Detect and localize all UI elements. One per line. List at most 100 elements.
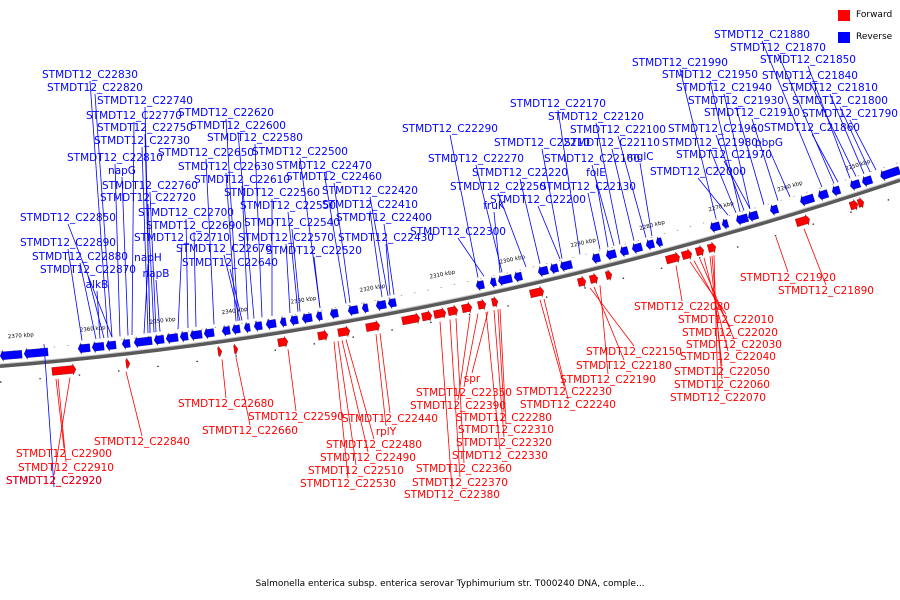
gene-label[interactable]: STMDT12_C22160 [544,153,640,165]
gene-forward[interactable] [51,363,77,378]
gene-label[interactable]: STMDT12_C22610 [194,174,290,186]
gene-reverse[interactable] [747,209,760,223]
gene-forward[interactable] [217,346,223,358]
gene-label[interactable]: STMDT12_C22000 [650,166,746,178]
gene-label[interactable]: STMDT12_C21800 [792,95,888,107]
gene-reverse[interactable] [105,339,117,352]
gene-label[interactable]: STMDT12_C22310 [458,424,554,436]
gene-reverse[interactable] [0,349,23,362]
gene-label[interactable]: STMDT12_C22810 [67,152,163,164]
gene-label[interactable]: napB [143,268,170,280]
gene-reverse[interactable] [849,178,862,192]
gene-forward[interactable] [477,298,487,311]
gene-label[interactable]: STMDT12_C22350 [416,387,512,399]
gene-reverse[interactable] [253,320,263,332]
gene-reverse[interactable] [91,341,105,353]
gene-reverse[interactable] [830,184,842,197]
gene-reverse[interactable] [475,279,485,292]
gene-label[interactable]: STMDT12_C22650 [158,147,254,159]
gene-label[interactable]: STMDT12_C22840 [94,436,190,448]
gene-forward[interactable] [706,241,718,254]
gene-label[interactable]: STMDT12_C22040 [680,351,776,363]
gene-label[interactable]: STMDT12_C22480 [326,439,422,451]
gene-forward[interactable] [589,272,599,285]
gene-label[interactable]: STMDT12_C22750 [97,122,193,134]
gene-label[interactable]: STMDT12_C22600 [190,120,286,132]
gene-label[interactable]: STMDT12_C22590 [248,411,344,423]
gene-label[interactable]: STMDT12_C22710 [134,232,230,244]
gene-reverse[interactable] [179,330,189,343]
gene-label[interactable]: STMDT12_C22360 [416,463,512,475]
gene-reverse[interactable] [265,318,277,331]
gene-reverse[interactable] [591,252,601,265]
gene-label[interactable]: STMDT12_C22910 [18,462,114,474]
gene-label[interactable]: STMDT12_C22660 [202,425,298,437]
gene-label[interactable]: rplY [376,426,397,438]
gene-label[interactable]: STMDT12_C22490 [320,452,416,464]
gene-reverse[interactable] [489,276,497,288]
gene-label[interactable]: STMDT12_C22050 [674,366,770,378]
gene-label[interactable]: STMDT12_C22570 [238,232,334,244]
gene-forward[interactable] [529,285,545,299]
gene-reverse[interactable] [375,299,387,312]
gene-label[interactable]: STMDT12_C21950 [662,69,758,81]
gene-reverse[interactable] [721,218,730,230]
gene-label[interactable]: STMDT12_C21870 [730,42,826,54]
gene-label[interactable]: STMDT12_C21790 [802,108,898,120]
gene-label[interactable]: STMDT12_C22680 [178,398,274,410]
gene-label[interactable]: STMDT12_C22030 [686,339,782,351]
gene-forward[interactable] [337,325,351,338]
gene-label[interactable]: STMDT12_C21840 [762,70,858,82]
gene-reverse[interactable] [243,322,251,334]
gene-reverse[interactable] [23,346,49,360]
gene-forward[interactable] [577,275,587,288]
gene-forward[interactable] [680,248,694,261]
gene-label[interactable]: STMDT12_C22390 [410,400,506,412]
gene-reverse[interactable] [289,314,299,327]
gene-label[interactable]: STMDT12_C21990 [632,57,728,69]
gene-label[interactable]: STMDT12_C22300 [410,226,506,238]
gene-label[interactable]: STMDT12_C22190 [560,374,656,386]
gene-label[interactable]: STMDT12_C22720 [100,192,196,204]
gene-label[interactable]: folE [586,167,606,179]
gene-label[interactable]: alkB [86,279,109,291]
gene-label[interactable]: napH [134,252,162,264]
gene-reverse[interactable] [709,220,722,234]
gene-label[interactable]: STMDT12_C22580 [207,132,303,144]
gene-label[interactable]: STMDT12_C22700 [138,207,234,219]
gene-forward[interactable] [233,343,239,356]
gene-label[interactable]: STMDT12_C22320 [456,437,552,449]
gene-label[interactable]: STMDT12_C22850 [20,212,116,224]
gene-label[interactable]: STMDT12_C22010 [678,314,774,326]
gene-label[interactable]: STMDT12_C22170 [510,98,606,110]
gene-label[interactable]: STMDT12_C21850 [760,54,856,66]
gene-label[interactable]: STMDT12_C21910 [704,107,800,119]
gene-forward[interactable] [125,357,131,370]
gene-reverse[interactable] [879,165,900,182]
gene-label[interactable]: STMDT12_C22100 [570,124,666,136]
gene-label[interactable]: STMDT12_C22690 [146,220,242,232]
gene-label[interactable]: STMDT12_C21920 [740,272,836,284]
gene-label[interactable]: STMDT12_C22510 [308,465,404,477]
gene-reverse[interactable] [121,338,131,350]
gene-forward[interactable] [433,307,447,320]
gene-reverse[interactable] [153,334,165,346]
gene-forward[interactable] [317,329,329,342]
gene-label[interactable]: STMDT12_C22250 [450,181,546,193]
gene-reverse[interactable] [77,342,91,355]
gene-label[interactable]: pbpG [755,137,783,149]
gene-label[interactable]: STMDT12_C22020 [682,327,778,339]
gene-reverse[interactable] [817,188,830,202]
gene-label[interactable]: STMDT12_C21940 [676,82,772,94]
gene-reverse[interactable] [279,316,287,328]
gene-label[interactable]: STMDT12_C22370 [412,477,508,489]
gene-label[interactable]: spr [464,373,481,385]
gene-reverse[interactable] [203,327,215,340]
gene-label[interactable]: STMDT12_C22900 [16,448,112,460]
gene-forward[interactable] [461,301,473,314]
gene-reverse[interactable] [329,307,339,320]
gene-label[interactable]: STMDT12_C22920 [6,475,102,487]
gene-label[interactable]: STMDT12_C22280 [456,412,552,424]
gene-reverse[interactable] [619,245,630,258]
gene-forward[interactable] [447,304,459,317]
